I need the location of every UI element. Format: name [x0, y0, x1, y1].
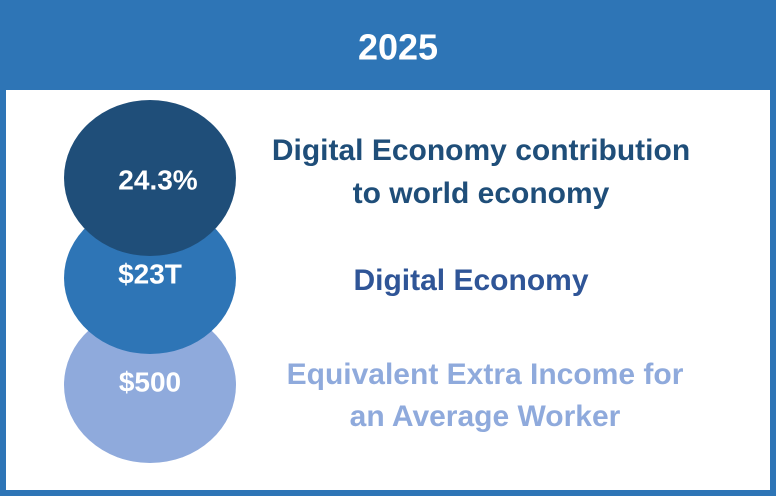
value-income: $500 [119, 366, 181, 397]
header-title: 2025 [358, 27, 438, 68]
label-line: Digital Economy contribution [272, 134, 690, 167]
circle-contribution [64, 100, 236, 256]
label-line: to world economy [353, 177, 610, 210]
value-contribution: 24.3% [118, 164, 197, 195]
header-band [0, 0, 776, 90]
label-line: an Average Worker [350, 400, 621, 433]
label-line: Equivalent Extra Income for [287, 358, 684, 391]
circle-income [64, 307, 236, 463]
value-economy: $23T [118, 258, 182, 289]
label-line: Digital Economy [353, 264, 588, 297]
